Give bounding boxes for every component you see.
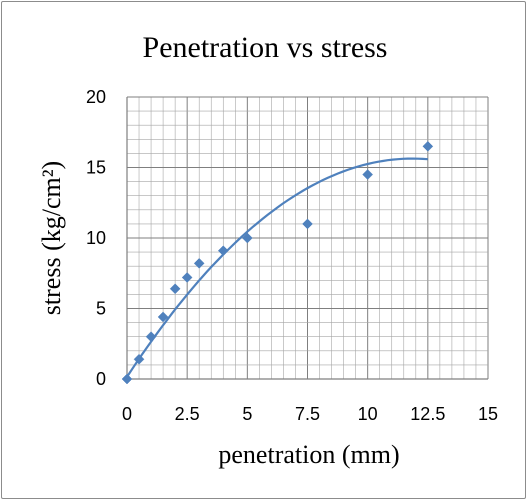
x-tick-label: 2.5 xyxy=(175,404,200,424)
data-point xyxy=(193,258,205,269)
trendline-group xyxy=(126,157,428,378)
y-tick-labels: 0 5 10 15 20 xyxy=(86,87,106,389)
x-tick-label: 0 xyxy=(122,404,132,424)
data-point xyxy=(157,311,169,323)
data-point xyxy=(145,331,157,343)
x-tick-labels: 0 2.5 5 7.5 10 12.5 15 xyxy=(122,404,498,424)
trendline xyxy=(126,157,428,378)
y-axis-title: stress (kg/cm²) xyxy=(37,161,66,315)
data-point xyxy=(217,245,229,257)
data-point xyxy=(241,232,253,244)
y-tick-label: 15 xyxy=(86,158,106,178)
data-points xyxy=(121,140,434,385)
data-point xyxy=(181,272,193,283)
x-axis-title: penetration (mm) xyxy=(218,440,399,469)
y-tick-label: 5 xyxy=(96,299,106,319)
y-tick-label: 0 xyxy=(96,369,106,389)
plot-grid xyxy=(126,96,489,380)
x-tick-label: 10 xyxy=(358,404,378,424)
data-point xyxy=(302,218,313,230)
data-point xyxy=(362,169,374,180)
data-point xyxy=(169,283,181,295)
x-tick-label: 5 xyxy=(242,404,252,424)
chart-title: Penetration vs stress xyxy=(143,31,388,64)
y-tick-label: 20 xyxy=(86,87,106,107)
plot-axes xyxy=(126,97,488,380)
y-tick-label: 10 xyxy=(86,228,106,248)
data-point xyxy=(133,353,145,365)
x-tick-label: 7.5 xyxy=(295,404,320,424)
data-point xyxy=(121,373,133,385)
x-tick-label: 12.5 xyxy=(410,404,445,424)
data-point xyxy=(422,140,434,152)
x-tick-label: 15 xyxy=(478,404,498,424)
